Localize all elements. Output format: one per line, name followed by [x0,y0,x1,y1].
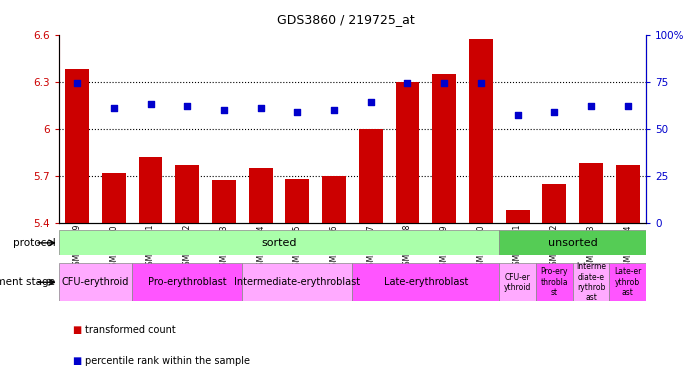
Bar [139,157,162,223]
Text: ■: ■ [73,325,85,335]
Point [145,101,156,107]
Bar [102,172,126,223]
Text: CFU-er
ythroid: CFU-er ythroid [504,273,531,292]
Point [402,80,413,86]
Bar [395,82,419,223]
Point [622,103,633,109]
Bar [499,263,536,301]
Text: transformed count: transformed count [85,325,176,335]
Text: CFU-erythroid: CFU-erythroid [61,277,129,287]
Bar [249,168,272,223]
Bar [352,263,499,301]
Point [328,107,339,113]
Text: development stage: development stage [0,277,55,287]
Bar [322,176,346,223]
Text: sorted: sorted [261,238,296,248]
Text: Late-erythroblast: Late-erythroblast [384,277,468,287]
Point [182,103,193,109]
Bar [59,230,499,255]
Bar [469,39,493,223]
Bar [59,263,132,301]
Bar [506,210,529,223]
Point [475,80,486,86]
Bar [573,263,609,301]
Bar [285,179,310,223]
Text: percentile rank within the sample: percentile rank within the sample [85,356,250,366]
Text: Late-er
ythrob
ast: Late-er ythrob ast [614,267,641,297]
Text: Pro-ery
throbla
st: Pro-ery throbla st [540,267,568,297]
Bar [616,165,640,223]
Bar [433,74,456,223]
Bar [176,165,199,223]
Bar [499,230,646,255]
Text: unsorted: unsorted [548,238,598,248]
Point [439,80,450,86]
Point [585,103,596,109]
Point [218,107,229,113]
Point [512,113,523,119]
Bar [609,263,646,301]
Bar [542,184,566,223]
Text: Interme
diate-e
rythrob
ast: Interme diate-e rythrob ast [576,262,606,302]
Point [549,109,560,115]
Text: protocol: protocol [12,238,55,248]
Point [72,80,83,86]
Bar [212,180,236,223]
Bar [243,263,352,301]
Point [292,109,303,115]
Bar [359,129,383,223]
Point [366,99,377,105]
Point [255,105,266,111]
Bar [65,69,89,223]
Point [108,105,120,111]
Bar [536,263,573,301]
Text: ■: ■ [73,356,85,366]
Bar [579,163,603,223]
Text: Pro-erythroblast: Pro-erythroblast [148,277,227,287]
Text: Intermediate-erythroblast: Intermediate-erythroblast [234,277,361,287]
Bar [132,263,243,301]
Text: GDS3860 / 219725_at: GDS3860 / 219725_at [276,13,415,26]
